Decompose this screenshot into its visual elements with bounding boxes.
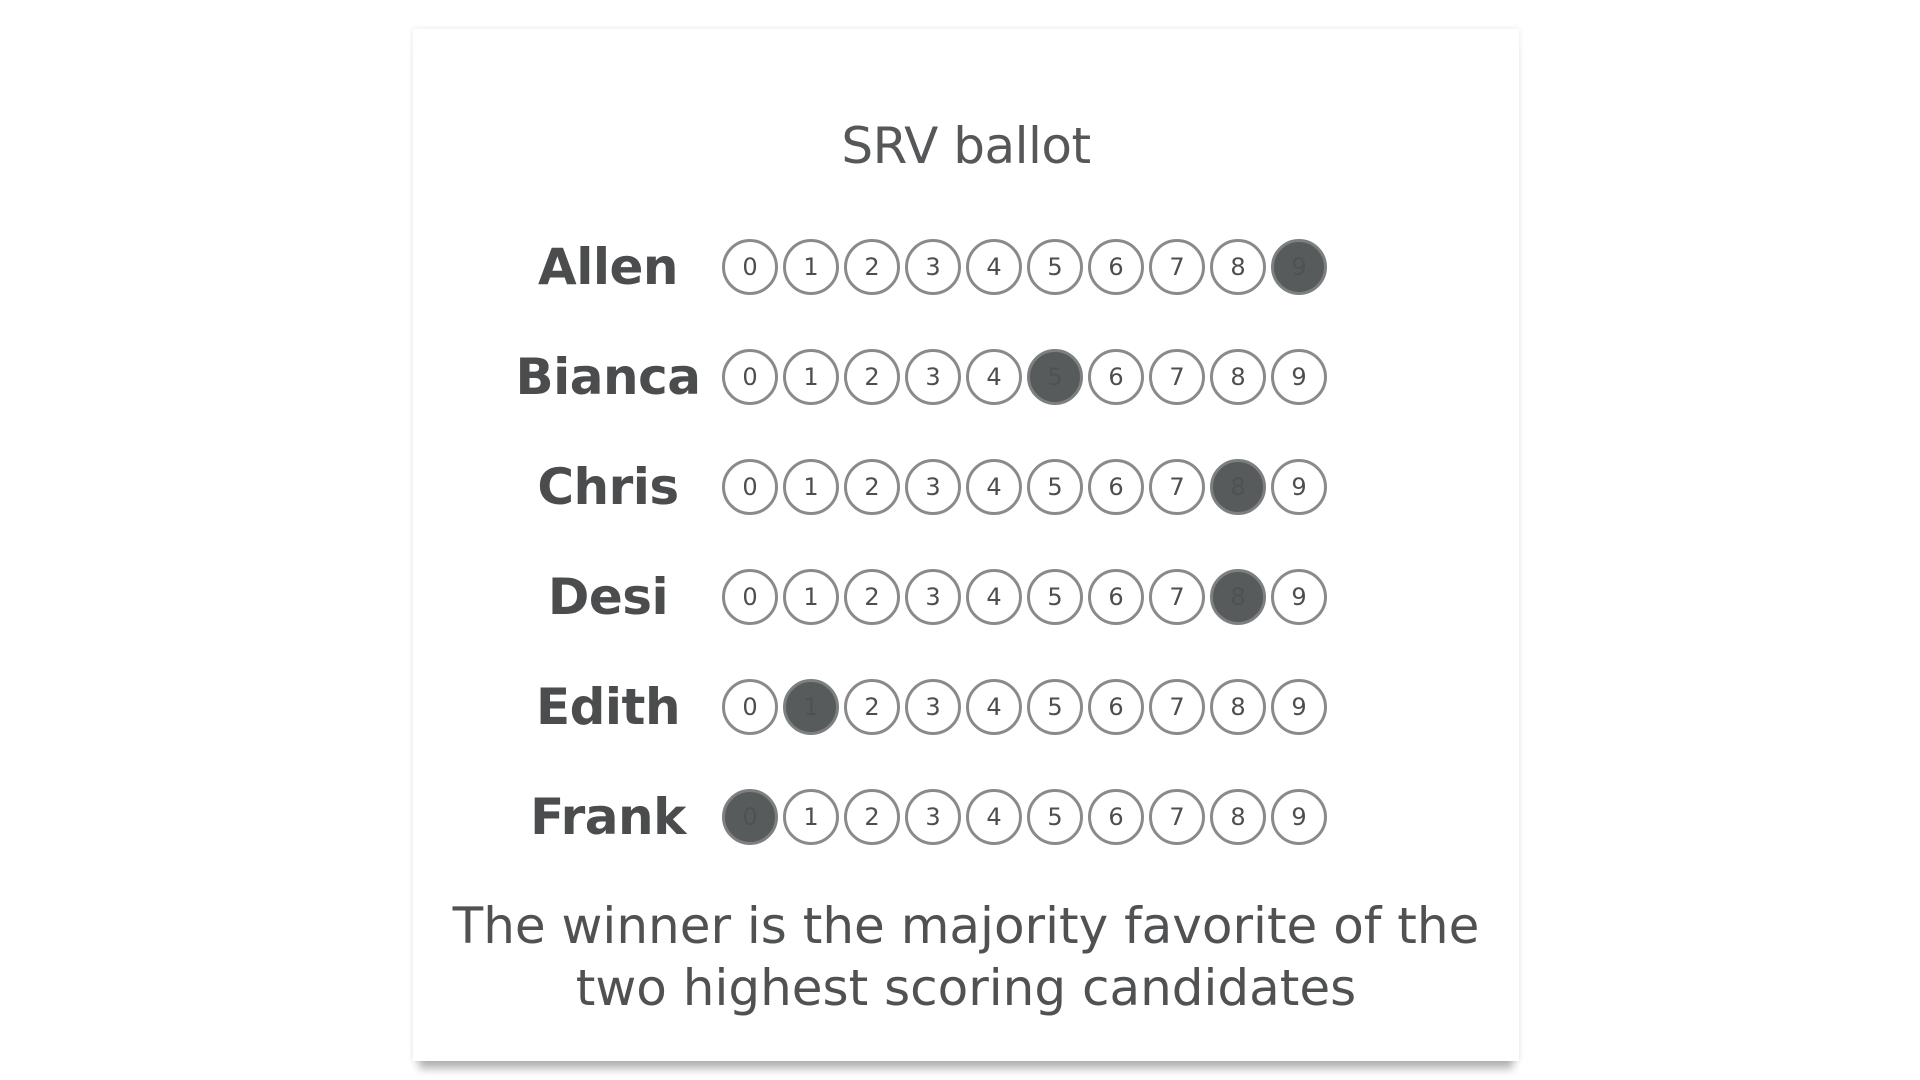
score-bubble-4[interactable]: 4 xyxy=(966,459,1022,515)
candidate-row-bianca: Bianca 0 1 2 3 4 5 6 7 8 9 xyxy=(413,349,1519,459)
candidate-name: Desi xyxy=(547,568,669,626)
score-bubble-0[interactable]: 0 xyxy=(722,789,778,845)
ballot-card: SRV ballot Allen 0 1 2 3 4 5 6 7 8 9 Bianca 0 1 2 3 4 5 6 7… xyxy=(413,29,1519,1061)
score-bubble-2[interactable]: 2 xyxy=(844,459,900,515)
score-bubble-8[interactable]: 8 xyxy=(1210,569,1266,625)
candidate-row-chris: Chris 0 1 2 3 4 5 6 7 8 9 xyxy=(413,459,1519,569)
score-bubble-6[interactable]: 6 xyxy=(1088,569,1144,625)
score-bubble-6[interactable]: 6 xyxy=(1088,679,1144,735)
score-bubble-8[interactable]: 8 xyxy=(1210,789,1266,845)
score-bubble-6[interactable]: 6 xyxy=(1088,349,1144,405)
score-bubble-9[interactable]: 9 xyxy=(1271,789,1327,845)
score-bubble-7[interactable]: 7 xyxy=(1149,569,1205,625)
score-bubble-7[interactable]: 7 xyxy=(1149,459,1205,515)
candidate-row-frank: Frank 0 1 2 3 4 5 6 7 8 9 xyxy=(413,789,1519,899)
score-bubble-7[interactable]: 7 xyxy=(1149,679,1205,735)
score-bubble-3[interactable]: 3 xyxy=(905,239,961,295)
score-bubble-5[interactable]: 5 xyxy=(1027,789,1083,845)
score-bubble-8[interactable]: 8 xyxy=(1210,349,1266,405)
score-bubble-4[interactable]: 4 xyxy=(966,569,1022,625)
footer-caption: The winner is the majority favorite of t… xyxy=(413,895,1519,1019)
score-bubble-3[interactable]: 3 xyxy=(905,679,961,735)
score-bubble-4[interactable]: 4 xyxy=(966,349,1022,405)
candidate-list: Allen 0 1 2 3 4 5 6 7 8 9 Bianca 0 1 2 3 4 5 6 7 8 9 Chris 0 1 2 3… xyxy=(413,239,1519,899)
score-bubble-0[interactable]: 0 xyxy=(722,679,778,735)
footer-line-1: The winner is the majority favorite of t… xyxy=(452,897,1480,955)
candidate-name: Chris xyxy=(537,458,679,516)
score-bubble-1[interactable]: 1 xyxy=(783,679,839,735)
score-bubble-4[interactable]: 4 xyxy=(966,679,1022,735)
score-bubble-8[interactable]: 8 xyxy=(1210,459,1266,515)
score-bubble-0[interactable]: 0 xyxy=(722,569,778,625)
score-bubble-5[interactable]: 5 xyxy=(1027,239,1083,295)
score-bubble-7[interactable]: 7 xyxy=(1149,349,1205,405)
ballot-title: SRV ballot xyxy=(841,117,1091,175)
score-bubble-2[interactable]: 2 xyxy=(844,569,900,625)
candidate-name: Allen xyxy=(538,238,678,296)
score-bubble-7[interactable]: 7 xyxy=(1149,789,1205,845)
score-bubble-1[interactable]: 1 xyxy=(783,239,839,295)
score-bubble-4[interactable]: 4 xyxy=(966,789,1022,845)
score-bubble-0[interactable]: 0 xyxy=(722,459,778,515)
score-bubble-8[interactable]: 8 xyxy=(1210,239,1266,295)
score-bubble-0[interactable]: 0 xyxy=(722,239,778,295)
score-bubble-2[interactable]: 2 xyxy=(844,349,900,405)
score-bubble-5[interactable]: 5 xyxy=(1027,679,1083,735)
score-bubble-9[interactable]: 9 xyxy=(1271,239,1327,295)
score-bubble-5[interactable]: 5 xyxy=(1027,349,1083,405)
score-bubble-7[interactable]: 7 xyxy=(1149,239,1205,295)
score-bubble-6[interactable]: 6 xyxy=(1088,459,1144,515)
score-bubble-3[interactable]: 3 xyxy=(905,789,961,845)
candidate-name: Frank xyxy=(530,788,686,846)
score-bubble-6[interactable]: 6 xyxy=(1088,239,1144,295)
candidate-row-desi: Desi 0 1 2 3 4 5 6 7 8 9 xyxy=(413,569,1519,679)
candidate-name: Bianca xyxy=(515,348,701,406)
score-bubble-9[interactable]: 9 xyxy=(1271,569,1327,625)
candidate-row-allen: Allen 0 1 2 3 4 5 6 7 8 9 xyxy=(413,239,1519,349)
score-bubble-1[interactable]: 1 xyxy=(783,459,839,515)
score-bubble-3[interactable]: 3 xyxy=(905,349,961,405)
score-bubble-9[interactable]: 9 xyxy=(1271,459,1327,515)
score-bubble-4[interactable]: 4 xyxy=(966,239,1022,295)
score-bubble-5[interactable]: 5 xyxy=(1027,569,1083,625)
score-bubble-9[interactable]: 9 xyxy=(1271,679,1327,735)
score-bubble-1[interactable]: 1 xyxy=(783,789,839,845)
score-bubble-2[interactable]: 2 xyxy=(844,789,900,845)
score-bubble-3[interactable]: 3 xyxy=(905,459,961,515)
score-bubble-2[interactable]: 2 xyxy=(844,239,900,295)
score-bubble-1[interactable]: 1 xyxy=(783,569,839,625)
candidate-row-edith: Edith 0 1 2 3 4 5 6 7 8 9 xyxy=(413,679,1519,789)
score-bubble-8[interactable]: 8 xyxy=(1210,679,1266,735)
score-bubble-1[interactable]: 1 xyxy=(783,349,839,405)
candidate-name: Edith xyxy=(535,678,681,736)
score-bubble-2[interactable]: 2 xyxy=(844,679,900,735)
score-bubble-6[interactable]: 6 xyxy=(1088,789,1144,845)
score-bubble-0[interactable]: 0 xyxy=(722,349,778,405)
footer-line-2: two highest scoring candidates xyxy=(575,959,1357,1017)
score-bubble-9[interactable]: 9 xyxy=(1271,349,1327,405)
score-bubble-3[interactable]: 3 xyxy=(905,569,961,625)
score-bubble-5[interactable]: 5 xyxy=(1027,459,1083,515)
